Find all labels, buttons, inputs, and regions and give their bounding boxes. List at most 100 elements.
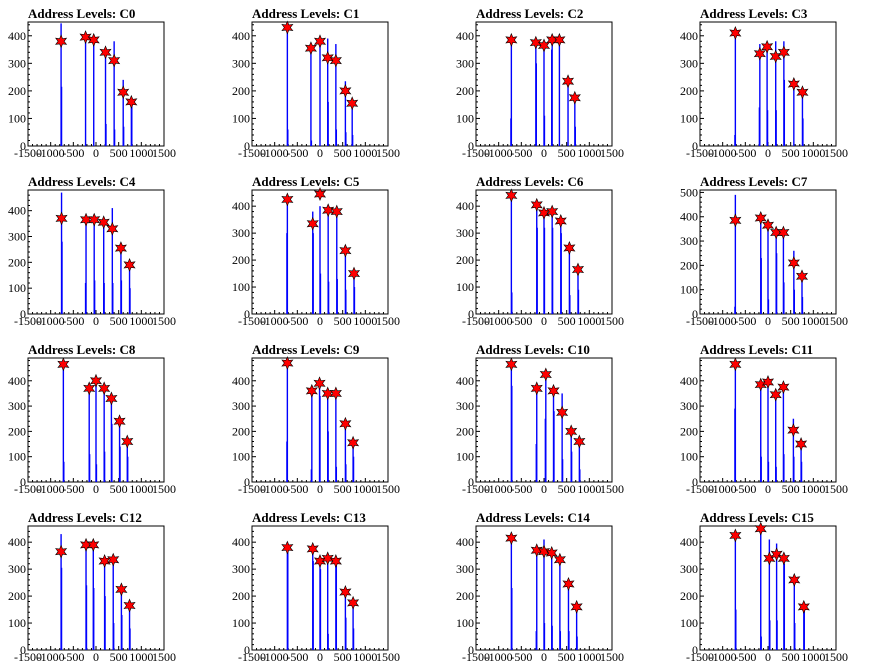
histogram-bar bbox=[345, 132, 347, 146]
peak-marker bbox=[570, 599, 583, 614]
x-tick-label: 500 bbox=[782, 650, 800, 664]
histogram-bar bbox=[352, 628, 355, 650]
y-tick-label: 0 bbox=[468, 307, 474, 321]
histogram-bar bbox=[60, 23, 62, 147]
x-tick-label: 0 bbox=[317, 482, 323, 496]
y-tick-label: 300 bbox=[456, 399, 474, 413]
peak-marker bbox=[505, 32, 518, 47]
peak-marker bbox=[529, 35, 542, 50]
x-tick-label: -1500 bbox=[238, 482, 266, 496]
y-tick-label: 100 bbox=[680, 111, 698, 125]
x-tick-label: -500 bbox=[734, 482, 756, 496]
histogram-bar bbox=[335, 44, 337, 146]
x-tick-label: 0 bbox=[765, 650, 771, 664]
chart-panel-14: Address Levels: C14 0 100 200 300 400 -1500-10… bbox=[456, 510, 624, 664]
histogram-bar bbox=[760, 530, 762, 650]
histogram-bar bbox=[95, 464, 98, 482]
x-tick-label: -1500 bbox=[14, 650, 42, 664]
x-tick-label: -1500 bbox=[14, 314, 42, 328]
y-tick-label: 100 bbox=[456, 616, 474, 630]
peak-marker bbox=[106, 221, 119, 236]
x-tick-label: -1500 bbox=[462, 314, 490, 328]
histogram-bar bbox=[794, 623, 796, 650]
histogram-bar bbox=[793, 250, 795, 314]
chart-title: Address Levels: C0 bbox=[28, 6, 135, 21]
x-tick-label: 500 bbox=[334, 146, 352, 160]
histogram-bar bbox=[345, 289, 347, 314]
peak-marker bbox=[573, 434, 586, 449]
histogram-bar bbox=[570, 451, 573, 482]
peak-marker bbox=[55, 544, 68, 559]
peak-marker bbox=[87, 32, 100, 47]
histogram-bar bbox=[760, 258, 762, 314]
histogram-bar bbox=[121, 614, 123, 650]
histogram-bar bbox=[103, 389, 105, 482]
x-tick-label: 500 bbox=[110, 314, 128, 328]
histogram-bar bbox=[551, 625, 553, 650]
histogram-bar bbox=[319, 42, 321, 146]
histogram-bar bbox=[510, 38, 513, 146]
chart-panel-9: Address Levels: C9 0 100 200 300 400 -1500-100… bbox=[232, 342, 400, 496]
y-tick-label: 400 bbox=[680, 535, 698, 549]
histogram-bar bbox=[543, 115, 546, 146]
x-tick-label: -500 bbox=[734, 650, 756, 664]
histogram-bar bbox=[782, 388, 785, 482]
x-tick-label: -500 bbox=[510, 482, 532, 496]
x-tick-label: -1000 bbox=[37, 650, 65, 664]
histogram-bar bbox=[327, 431, 329, 482]
x-tick-label: -1000 bbox=[261, 146, 289, 160]
x-tick-label: -1500 bbox=[238, 650, 266, 664]
x-tick-label: -500 bbox=[286, 482, 308, 496]
chart-panel-1: Address Levels: C1 0 100 200 300 400 -1500-100… bbox=[232, 6, 400, 160]
histogram-bar bbox=[336, 211, 338, 314]
peak-marker bbox=[329, 53, 342, 68]
chart-title: Address Levels: C15 bbox=[700, 510, 814, 525]
x-tick-label: 500 bbox=[782, 482, 800, 496]
histogram-bar bbox=[568, 249, 571, 314]
histogram-bar bbox=[767, 461, 770, 482]
histogram-bar bbox=[111, 208, 114, 314]
x-tick-label: -1500 bbox=[686, 482, 714, 496]
histogram-bar bbox=[567, 585, 570, 650]
histogram-bar bbox=[760, 385, 762, 482]
chart-title: Address Levels: C4 bbox=[28, 174, 136, 189]
peak-marker bbox=[79, 537, 93, 552]
chart-panel-13: Address Levels: C13 0 100 200 300 400 -1500-10… bbox=[232, 510, 400, 664]
x-tick-label: 1500 bbox=[600, 482, 624, 496]
x-tick-label: -1500 bbox=[686, 146, 714, 160]
y-tick-label: 100 bbox=[232, 450, 250, 464]
histogram-bar bbox=[336, 278, 338, 314]
chart-title: Address Levels: C12 bbox=[28, 510, 142, 525]
x-tick-label: 1000 bbox=[577, 146, 601, 160]
peak-marker bbox=[305, 383, 318, 398]
y-tick-label: 100 bbox=[456, 280, 474, 294]
y-tick-label: 500 bbox=[680, 185, 698, 199]
histogram-bar bbox=[95, 382, 97, 482]
histogram-bar bbox=[511, 385, 513, 482]
peak-marker bbox=[539, 367, 552, 382]
x-tick-label: 1500 bbox=[600, 314, 624, 328]
chart-title: Address Levels: C1 bbox=[252, 6, 359, 21]
x-tick-label: 1500 bbox=[824, 482, 848, 496]
plot-frame bbox=[699, 525, 837, 651]
peak-marker bbox=[113, 414, 126, 429]
histogram-bar bbox=[61, 241, 63, 314]
y-tick-label: 200 bbox=[680, 589, 698, 603]
x-tick-label: 1000 bbox=[353, 146, 377, 160]
peak-marker bbox=[754, 210, 767, 225]
peak-marker bbox=[79, 30, 92, 45]
y-tick-label: 0 bbox=[244, 643, 250, 657]
histogram-bar bbox=[127, 456, 129, 482]
chart-panel-7: Address Levels: C70100200300400500-1500-… bbox=[680, 174, 848, 328]
histogram-bar bbox=[319, 395, 321, 482]
histogram-bar bbox=[802, 118, 804, 146]
peak-marker bbox=[306, 216, 319, 231]
peak-marker bbox=[788, 572, 801, 587]
histogram-bar bbox=[793, 581, 795, 650]
peak-marker bbox=[553, 552, 566, 567]
histogram-bar bbox=[327, 633, 329, 650]
histogram-bar bbox=[510, 196, 513, 314]
histogram-bar bbox=[344, 249, 347, 314]
histogram-bar bbox=[793, 82, 795, 146]
histogram-bar bbox=[759, 44, 761, 146]
